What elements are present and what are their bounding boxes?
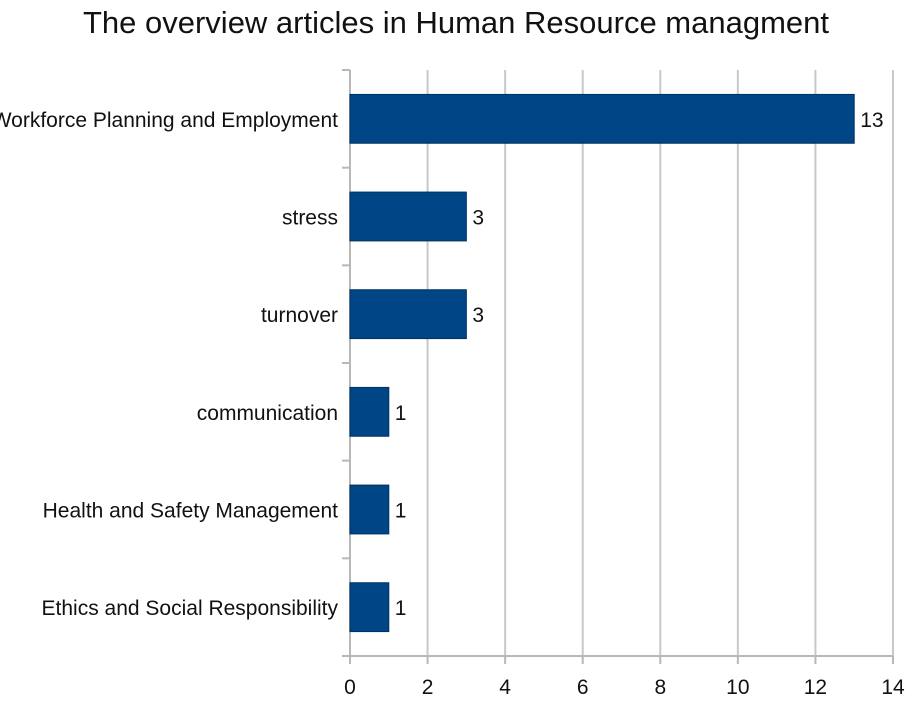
category-label: Ethics and Social Responsibility xyxy=(42,597,339,620)
category-label: turnover xyxy=(261,304,338,327)
chart-title: The overview articles in Human Resource … xyxy=(83,5,829,40)
bar-1 xyxy=(349,191,467,242)
category-label: stress xyxy=(282,207,338,230)
data-label: 1 xyxy=(395,597,407,620)
x-tick-label: 14 xyxy=(881,676,905,699)
data-label: 3 xyxy=(472,207,484,230)
x-tick-label: 12 xyxy=(804,676,827,699)
bar-0 xyxy=(349,93,855,144)
data-label: 1 xyxy=(395,402,407,425)
data-label: 1 xyxy=(395,500,407,523)
bar-4 xyxy=(349,484,390,535)
category-label: Health and Safety Management xyxy=(43,500,339,523)
labels: 0 2 4 6 8 10 12 14 Workforce Planning and Employ… xyxy=(0,109,905,699)
x-tick-label: 8 xyxy=(654,676,666,699)
x-tick-label: 6 xyxy=(577,676,589,699)
category-label: Workforce Planning and Employment xyxy=(0,109,338,132)
x-tick-label: 4 xyxy=(499,676,511,699)
data-label: 13 xyxy=(860,109,883,132)
bar-5 xyxy=(349,582,390,633)
bars xyxy=(349,93,855,633)
gridlines xyxy=(426,70,894,656)
x-tick-label: 10 xyxy=(726,676,749,699)
bar-3 xyxy=(349,386,390,437)
category-label: communication xyxy=(197,402,338,425)
x-tick-label: 2 xyxy=(422,676,434,699)
x-tick-label: 0 xyxy=(344,676,356,699)
axes xyxy=(342,69,894,664)
bar-2 xyxy=(349,289,467,340)
data-label: 3 xyxy=(472,304,484,327)
